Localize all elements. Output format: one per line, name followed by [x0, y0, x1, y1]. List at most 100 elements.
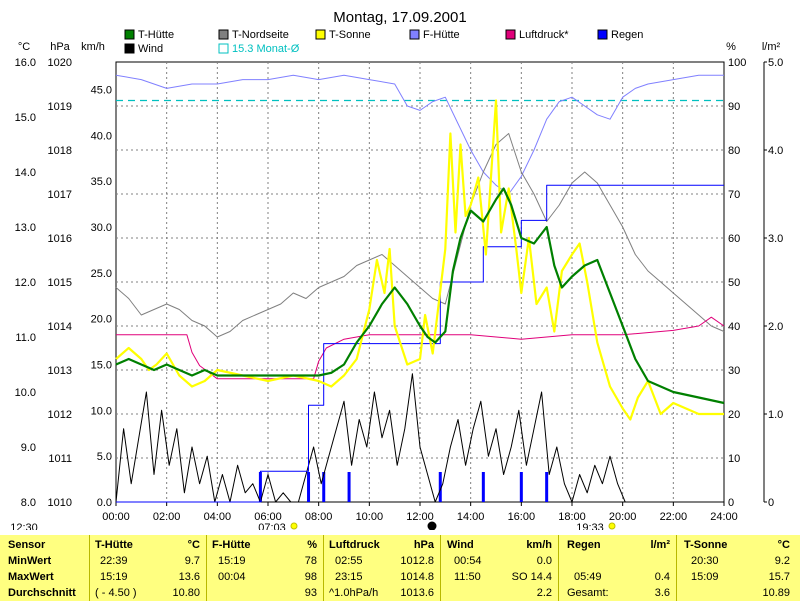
wind-avg-value: 2.2 [536, 587, 552, 599]
luftdruck-max-time: 23:15 [335, 571, 363, 583]
rain-tick-label: 3.0 [768, 233, 783, 245]
temp-tick-label: 12.0 [15, 277, 36, 289]
humidity-tick-label: 80 [728, 145, 740, 157]
t-sonne-min-value: 9.2 [774, 555, 790, 567]
wind-unit: km/h [526, 539, 552, 551]
regen-max-value: 0.4 [654, 571, 670, 583]
x-tick-label: 04:00 [204, 511, 232, 523]
luftdruck-header: Luftdruck [329, 539, 380, 551]
humidity-tick-label: 70 [728, 189, 740, 201]
humidity-tick-label: 10 [728, 453, 740, 465]
t-sonne-max-value: 15.7 [768, 571, 790, 583]
t-huette-min-time: 22:39 [100, 555, 128, 567]
rain-unit: l/m² [762, 41, 781, 53]
legend-swatch [218, 29, 229, 40]
chart-legend: T-Hütte Wind T-Nordseite 15.3 Monat-Ø T-Sonn… [124, 29, 643, 55]
t-huette-min-value: 9.7 [184, 555, 200, 567]
stats-f-huette: F-Hütte% 15:19 78 00:04 98 93 [206, 535, 323, 601]
humidity-unit: % [726, 41, 736, 53]
legend-swatch [597, 29, 608, 40]
statistics-table: Sensor MinWert MaxWert Durchschnitt T-Hü… [0, 535, 800, 601]
wind-min-value: 0.0 [536, 555, 552, 567]
wind-tick-label: 10.0 [91, 405, 112, 417]
x-tick-label: 24:00 [710, 511, 738, 523]
pressure-tick-label: 1010 [48, 497, 72, 509]
wind-tick-label: 5.0 [97, 451, 112, 463]
wind-max-value: SO 14.4 [511, 571, 552, 583]
noon-time: 12:30 [10, 522, 38, 530]
legend-label: T-Sonne [329, 29, 371, 41]
pressure-tick-label: 1011 [48, 453, 72, 465]
temp-tick-label: 11.0 [15, 332, 36, 344]
x-tick-label: 14:00 [457, 511, 485, 523]
humidity-tick-label: 100 [728, 57, 746, 69]
t-huette-max-value: 13.6 [178, 571, 200, 583]
weather-chart: Montag, 17.09.2001 T-Hütte Wind T-Nordseit… [10, 9, 783, 530]
t-huette-header: T-Hütte [95, 539, 133, 551]
legend-label: 15.3 Monat-Ø [232, 43, 300, 55]
wind-tick-label: 15.0 [91, 360, 112, 372]
rain-bar [545, 472, 549, 502]
regen-max-time: 05:49 [574, 571, 602, 583]
rain-tick-label: 5.0 [768, 57, 783, 69]
sunrise-icon [290, 522, 298, 530]
regen-total-label: Gesamt: [567, 587, 609, 599]
series-regen-line [116, 184, 724, 503]
legend-label: Luftdruck* [519, 29, 569, 41]
t-sonne-header: T-Sonne [684, 539, 728, 551]
temp-tick-label: 15.0 [15, 112, 36, 124]
luftdruck-max-value: 1014.8 [400, 571, 434, 583]
legend-swatch [124, 43, 135, 54]
row-label-min: MinWert [8, 555, 52, 567]
series-t-sonne-line [115, 99, 724, 421]
t-sonne-min-time: 20:30 [691, 555, 719, 567]
series-t-nordseite-line [115, 133, 725, 338]
f-huette-min-value: 78 [304, 555, 317, 567]
wind-tick-label: 20.0 [91, 314, 112, 326]
stats-luftdruck: Luftdruck hPa 02:55 1012.8 23:15 1014.8 ^1.… [323, 535, 440, 601]
pressure-tick-label: 1015 [48, 277, 72, 289]
pressure-tick-label: 1017 [48, 189, 72, 201]
stats-sensor: Sensor MinWert MaxWert Durchschnitt [0, 535, 89, 601]
legend-swatch [315, 29, 326, 40]
legend-label: F-Hütte [423, 29, 460, 41]
f-huette-avg-value: 93 [304, 587, 317, 599]
x-tick-label: 06:00 [254, 511, 282, 523]
left-axes-ticks: 8.0 9.0 10.0 11.0 12.0 13.0 14.0 15.0 16.0 1010 10… [15, 57, 112, 509]
row-label-max: MaxWert [8, 571, 54, 583]
humidity-tick-label: 50 [728, 277, 740, 289]
f-huette-min-time: 15:19 [218, 555, 246, 567]
legend-label: Regen [611, 29, 643, 41]
rain-tick-label: 4.0 [768, 145, 783, 157]
pressure-tick-label: 1018 [48, 145, 72, 157]
stats-regen: Regen l/m² 05:49 0.4 Gesamt: 3.6 [558, 535, 676, 601]
legend-swatch [218, 43, 229, 54]
stats-t-sonne: T-Sonne °C 20:30 9.2 15:09 15.7 10.89 [676, 535, 800, 601]
humidity-tick-label: 60 [728, 233, 740, 245]
t-sonne-unit: °C [777, 539, 790, 551]
f-huette-header: F-Hütte [212, 539, 251, 551]
wind-tick-label: 30.0 [91, 222, 112, 234]
pressure-tick-label: 1014 [48, 321, 72, 333]
legend-swatch [124, 29, 135, 40]
pressure-tick-label: 1013 [48, 365, 72, 377]
temp-unit: °C [18, 41, 30, 53]
pressure-tick-label: 1012 [48, 409, 72, 421]
rain-bar [322, 472, 326, 502]
luftdruck-trend: ^1.0hPa/h [329, 587, 379, 599]
rain-tick-label: 0 [768, 497, 774, 509]
temp-tick-label: 16.0 [15, 57, 36, 69]
row-label-avg: Durchschnitt [8, 587, 76, 599]
luftdruck-avg-value: 1013.6 [400, 587, 434, 599]
sunset-icon [608, 522, 616, 530]
rain-bar [347, 472, 351, 502]
t-huette-avg-value: 10.80 [172, 587, 200, 599]
x-tick-label: 08:00 [305, 511, 333, 523]
noon-icon [427, 521, 437, 530]
luftdruck-unit: hPa [413, 539, 434, 551]
pressure-tick-label: 1016 [48, 233, 72, 245]
wind-tick-label: 0.0 [97, 497, 112, 509]
rain-tick-label: 1.0 [768, 409, 783, 421]
humidity-tick-label: 40 [728, 321, 740, 333]
axis-units: °C hPa km/h% l/m² [18, 41, 781, 53]
